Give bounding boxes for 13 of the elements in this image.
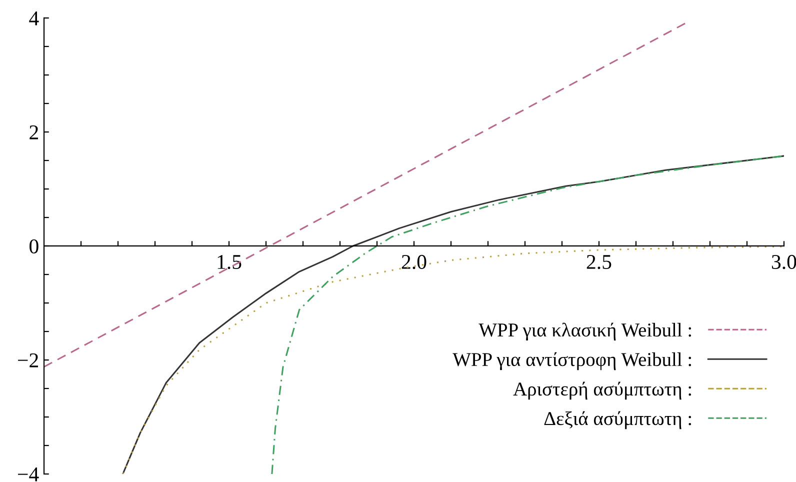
legend-label: WPP για κλασική Weibull : (478, 322, 692, 341)
y-tick-label: 0 (30, 239, 38, 254)
y-tick-label: 4 (29, 11, 39, 26)
x-tick-label: 3.0 (772, 254, 796, 270)
legend-label: WPP για αντίστροφη Weibull : (452, 352, 692, 370)
y-tick-label: −2 (18, 353, 38, 368)
y-tick-label: −4 (18, 468, 39, 482)
y-tick-label: 2 (30, 125, 38, 140)
x-tick-label: 2.5 (586, 254, 612, 270)
legend-label: Δεξιά ασύμπτωτη : (544, 411, 692, 430)
x-tick-label: 2.0 (402, 254, 426, 270)
legend-label: Αριστερή ασύμπτωτη : (513, 382, 692, 400)
x-tick-label: 1.5 (218, 255, 242, 270)
